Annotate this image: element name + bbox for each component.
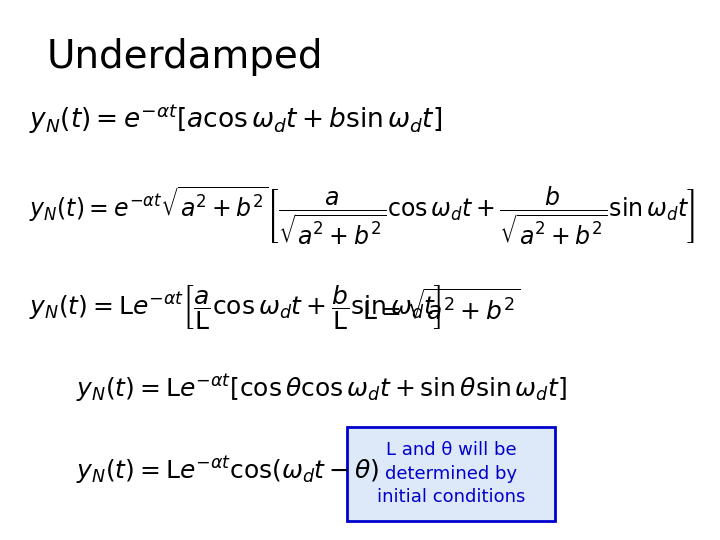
Text: Underdamped: Underdamped <box>47 38 323 76</box>
Text: $y_N(t)= \mathrm{L}e^{-\alpha t}\left[\cos\theta\cos\omega_d t + \sin\theta\sin\: $y_N(t)= \mathrm{L}e^{-\alpha t}\left[\c… <box>76 373 567 404</box>
Text: L and θ will be
determined by
initial conditions: L and θ will be determined by initial co… <box>377 441 526 507</box>
Text: $y_N(t)= \mathrm{L}e^{-\alpha t}\left[\dfrac{a}{\mathrm{L}}\cos\omega_d t + \dfr: $y_N(t)= \mathrm{L}e^{-\alpha t}\left[\d… <box>30 284 441 332</box>
FancyBboxPatch shape <box>348 427 554 521</box>
Text: $\mathrm{L} = \sqrt{a^2+b^2}$: $\mathrm{L} = \sqrt{a^2+b^2}$ <box>362 289 521 326</box>
Text: $y_N(t)= \mathrm{L}e^{-\alpha t}\cos\!\left(\omega_d t - \theta\right)$: $y_N(t)= \mathrm{L}e^{-\alpha t}\cos\!\l… <box>76 454 379 485</box>
Text: $y_N(t)= e^{-\alpha t}\sqrt{a^2+b^2}\left[\dfrac{a}{\sqrt{a^2+b^2}}\cos\omega_d : $y_N(t)= e^{-\alpha t}\sqrt{a^2+b^2}\lef… <box>30 185 696 247</box>
Text: $y_N(t)= e^{-\alpha t}\left[a\cos\omega_d t + b\sin\omega_d t\right]$: $y_N(t)= e^{-\alpha t}\left[a\cos\omega_… <box>30 102 443 136</box>
